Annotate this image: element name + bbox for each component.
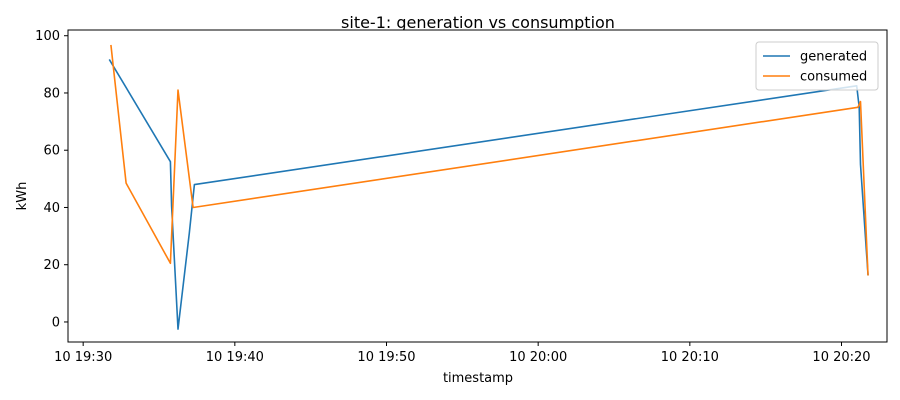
- x-axis-title: timestamp: [443, 371, 513, 386]
- legend: generated consumed: [755, 41, 879, 91]
- chart-title: site-1: generation vs consumption: [341, 13, 615, 32]
- y-tick-label: 20: [43, 258, 60, 273]
- legend-label-consumed: consumed: [800, 70, 867, 85]
- x-tick-label: 10 20:00: [509, 350, 567, 365]
- y-tick-label: 0: [52, 315, 60, 330]
- x-tick-label: 10 20:10: [661, 350, 719, 365]
- series-line-consumed: [110, 44, 869, 276]
- series-layer: [108, 44, 869, 330]
- legend-label-generated: generated: [800, 50, 867, 65]
- y-tick-label: 40: [43, 201, 60, 216]
- x-tick-label: 10 19:40: [206, 350, 264, 365]
- y-tick-label: 80: [43, 86, 60, 101]
- plot-area: [68, 30, 887, 342]
- x-tick-label: 10 19:30: [54, 350, 112, 365]
- legend-box: [755, 41, 879, 91]
- y-tick-label: 100: [35, 29, 60, 44]
- x-axis: 10 19:30 10 19:40 10 19:50 10 20:00 10 20:10…: [54, 342, 871, 365]
- y-tick-label: 60: [43, 144, 60, 159]
- y-axis: 0 20 40 60 80 100: [35, 29, 68, 330]
- x-tick-label: 10 19:50: [357, 350, 415, 365]
- plot-frame: [67, 29, 888, 343]
- y-axis-title: kWh: [15, 182, 30, 211]
- series-line-generated: [108, 59, 869, 330]
- x-tick-label: 10 20:20: [812, 350, 870, 365]
